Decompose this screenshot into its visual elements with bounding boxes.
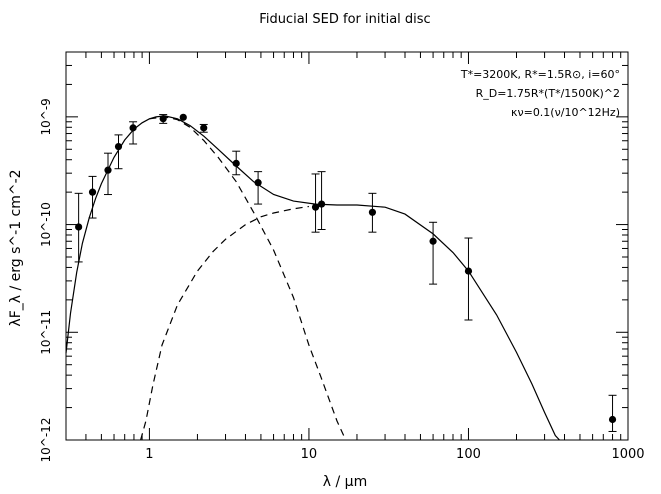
y-tick-label: 10^-11 (39, 310, 53, 355)
y-tick-label: 10^-12 (39, 418, 53, 463)
data-point (200, 124, 208, 132)
y-axis-label: λF_λ / erg s^-1 cm^-2 (8, 169, 24, 326)
data-point (317, 200, 326, 208)
model-curve-dashed (140, 205, 309, 441)
plot-frame (65, 51, 629, 441)
data-point (159, 115, 167, 123)
data-point (88, 188, 97, 196)
y-tick-label: 10^-10 (39, 202, 53, 247)
data-points (75, 113, 617, 424)
data-point (608, 415, 617, 424)
chart-title: Fiducial SED for initial disc (259, 12, 430, 27)
x-axis-ticks (65, 52, 629, 440)
data-point (114, 142, 123, 151)
data-point (429, 237, 437, 245)
model-curve-dashed (149, 116, 347, 441)
annotation-line-2: R_D=1.75R*(T*/1500K)^2 (476, 87, 620, 100)
model-curves (65, 115, 560, 441)
data-point (368, 208, 377, 216)
data-point (179, 113, 187, 121)
x-tick-labels: 1 10 100 1000 (145, 447, 644, 462)
error-bars (74, 114, 617, 432)
model-curve-total (65, 115, 560, 441)
data-point (464, 267, 473, 275)
x-tick-label: 10 (301, 447, 318, 462)
y-tick-label: 10^-9 (39, 98, 53, 135)
x-axis-label: λ / μm (323, 474, 367, 490)
x-tick-label: 1 (145, 447, 153, 462)
annotation-block: T*=3200K, R*=1.5R⊙, i=60° R_D=1.75R*(T*/… (460, 68, 620, 119)
data-point (232, 159, 240, 167)
x-tick-label: 100 (456, 447, 481, 462)
data-point (129, 124, 137, 132)
data-point (254, 179, 262, 187)
data-point (104, 166, 112, 174)
data-point (75, 223, 83, 231)
data-point (311, 203, 320, 211)
x-tick-label: 1000 (611, 447, 644, 462)
annotation-line-1: T*=3200K, R*=1.5R⊙, i=60° (460, 68, 620, 81)
annotation-line-3: κν=0.1(ν/10^12Hz) (511, 106, 620, 119)
y-tick-labels: 10^-12 10^-11 10^-10 10^-9 (39, 98, 53, 462)
